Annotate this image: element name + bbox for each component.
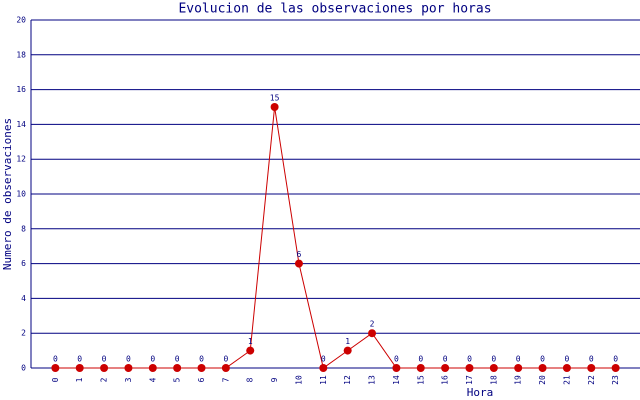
data-point (246, 346, 255, 355)
x-tick-label: 19 (514, 375, 523, 385)
data-point (294, 259, 303, 268)
data-point (100, 364, 109, 372)
y-tick-label: 4 (21, 294, 26, 303)
data-point (124, 364, 133, 372)
data-point (392, 364, 401, 372)
y-tick-label: 0 (21, 364, 26, 373)
x-axis-title: Hora (467, 386, 494, 399)
data-point (148, 364, 157, 372)
data-label: 6 (297, 250, 302, 259)
data-point (319, 364, 328, 372)
x-tick-label: 2 (100, 377, 109, 382)
x-tick-label: 17 (465, 375, 474, 385)
data-point (75, 364, 84, 372)
x-tick-label: 6 (197, 377, 206, 382)
data-point (221, 364, 230, 372)
data-label: 0 (321, 355, 326, 364)
data-line (55, 106, 616, 369)
data-point (441, 364, 450, 372)
x-tick-label: 5 (173, 377, 182, 382)
x-tick-label: 11 (319, 375, 328, 385)
x-tick-label: 16 (441, 375, 450, 385)
data-label: 0 (53, 355, 58, 364)
y-tick-label: 16 (16, 85, 26, 94)
x-tick-label: 20 (538, 375, 547, 385)
data-point (416, 364, 425, 372)
x-tick-label: 3 (124, 377, 133, 382)
chart-title: Evolucion de las observaciones por horas (178, 2, 491, 17)
y-tick-label: 18 (16, 50, 26, 59)
data-point (173, 364, 182, 372)
x-tick-label: 15 (416, 375, 425, 385)
data-label: 1 (248, 337, 253, 346)
x-tick-label: 23 (611, 375, 620, 385)
data-point (368, 329, 377, 338)
data-label: 0 (77, 355, 82, 364)
data-label: 0 (565, 355, 570, 364)
data-label: 0 (589, 355, 594, 364)
y-tick-label: 12 (16, 155, 26, 164)
x-tick-label: 12 (343, 375, 352, 385)
y-tick-label: 20 (16, 16, 26, 25)
data-label: 1 (345, 337, 350, 346)
data-point (611, 364, 620, 372)
data-label: 0 (102, 355, 107, 364)
y-tick-label: 2 (21, 329, 26, 338)
x-tick-label: 0 (51, 377, 60, 382)
data-point (489, 364, 498, 372)
x-tick-label: 14 (392, 375, 401, 385)
data-point (562, 364, 571, 372)
x-tick-label: 1 (75, 377, 84, 382)
data-point (343, 346, 352, 355)
y-tick-label: 10 (16, 190, 26, 199)
data-label: 0 (126, 355, 131, 364)
data-point (197, 364, 206, 372)
data-label: 0 (613, 355, 618, 364)
x-tick-label: 4 (148, 377, 157, 382)
data-point (538, 364, 547, 372)
x-tick-label: 9 (270, 377, 279, 382)
data-label: 2 (370, 320, 375, 329)
x-tick-label: 10 (294, 375, 303, 385)
data-label: 0 (150, 355, 155, 364)
data-label: 15 (270, 94, 280, 103)
data-point (465, 364, 474, 372)
x-tick-label: 13 (368, 375, 377, 385)
y-axis-title: Numero de observaciones (1, 118, 14, 270)
data-point (51, 364, 60, 372)
data-label: 0 (223, 355, 228, 364)
x-tick-label: 21 (562, 375, 571, 385)
data-label: 0 (540, 355, 545, 364)
x-tick-label: 8 (246, 377, 255, 382)
x-tick-label: 7 (221, 377, 230, 382)
data-label: 0 (199, 355, 204, 364)
y-tick-label: 14 (16, 120, 26, 129)
data-point (514, 364, 523, 372)
data-label: 0 (491, 355, 496, 364)
data-label: 0 (418, 355, 423, 364)
data-label: 0 (443, 355, 448, 364)
data-label: 0 (516, 355, 521, 364)
y-tick-label: 8 (21, 224, 26, 233)
data-label: 0 (467, 355, 472, 364)
data-point (587, 364, 596, 372)
x-tick-label: 22 (587, 375, 596, 385)
x-tick-label: 18 (489, 375, 498, 385)
y-tick-label: 6 (21, 259, 26, 268)
data-label: 0 (394, 355, 399, 364)
data-label: 0 (175, 355, 180, 364)
data-point (270, 103, 279, 111)
